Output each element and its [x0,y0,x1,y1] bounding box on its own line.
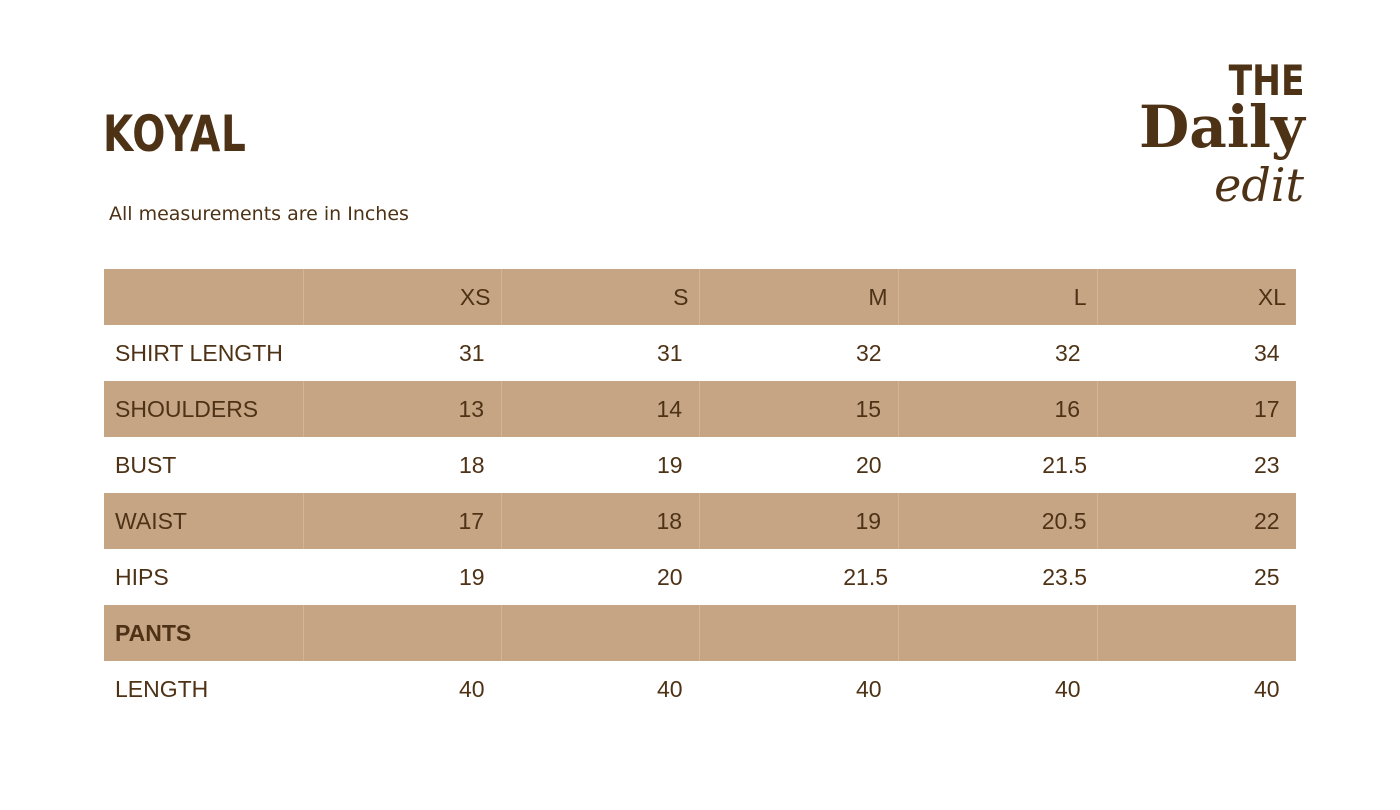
table-row-waist: WAIST 17 18 19 20.5 22 [104,493,1296,549]
size-header-l: L [897,269,1097,325]
table-row-hips: HIPS 19 20 21.5 23.5 25 [104,549,1296,605]
logo-line-the: THE [1228,56,1304,105]
table-cell: 40 [657,675,683,702]
table-cell: 16 [897,381,1097,437]
table-cell: 15 [698,381,898,437]
table-cell: 23.5 [1042,563,1087,590]
empty-cell [500,605,699,661]
the-daily-edit-logo: THE Daily edit [1130,58,1330,218]
table-cell: 19 [459,563,485,590]
size-header-m: M [698,269,898,325]
table-cell: 21.5 [1042,451,1087,478]
empty-cell [302,605,501,661]
size-header-row: XS S M L XL [104,269,1296,325]
section-row-pants: PANTS [104,605,1296,661]
table-cell: 20.5 [897,493,1097,549]
table-row-shoulders: SHOULDERS 13 14 15 16 17 [104,381,1296,437]
table-cell: 25 [1254,563,1280,590]
logo-line-daily: Daily [1139,93,1305,161]
table-cell: 18 [459,451,485,478]
table-cell: 20 [657,563,683,590]
empty-cell [897,605,1097,661]
row-label: SHIRT LENGTH [115,339,283,366]
measurement-unit-note: All measurements are in Inches [109,203,409,225]
table-cell: 40 [459,675,485,702]
table-cell: 40 [1254,675,1280,702]
empty-cell [1096,605,1296,661]
table-cell: 34 [1254,339,1280,366]
table-cell: 22 [1096,493,1296,549]
table-cell: 18 [500,493,699,549]
table-row-shirt-length: SHIRT LENGTH 31 31 32 32 34 [104,325,1296,381]
empty-cell [698,605,898,661]
size-chart-table: XS S M L XL SHIRT LENGTH 31 31 32 32 34 … [104,269,1296,717]
table-row-bust: BUST 18 19 20 21.5 23 [104,437,1296,493]
table-cell: 40 [1055,675,1081,702]
row-label: HIPS [115,563,169,590]
row-label: LENGTH [115,675,209,702]
table-cell: 13 [302,381,501,437]
table-cell: 32 [1055,339,1081,366]
table-cell: 17 [302,493,501,549]
table-cell: 14 [500,381,699,437]
brand-name: KOYAL [103,105,247,163]
logo-line-edit: edit [1214,158,1304,212]
table-row-pants-length: LENGTH 40 40 40 40 40 [104,661,1296,717]
size-header-s: S [500,269,699,325]
row-label: SHOULDERS [104,381,303,437]
table-cell: 32 [856,339,882,366]
table-cell: 31 [459,339,485,366]
table-cell: 20 [856,451,882,478]
table-cell: 40 [856,675,882,702]
size-header-xs: XS [302,269,501,325]
header-corner-cell [104,269,303,325]
table-cell: 23 [1254,451,1280,478]
table-cell: 31 [657,339,683,366]
row-label: WAIST [104,493,303,549]
table-cell: 21.5 [843,563,888,590]
size-header-xl: XL [1096,269,1296,325]
table-cell: 17 [1096,381,1296,437]
row-label: BUST [115,451,177,478]
table-cell: 19 [657,451,683,478]
section-label: PANTS [104,605,303,661]
table-cell: 19 [698,493,898,549]
